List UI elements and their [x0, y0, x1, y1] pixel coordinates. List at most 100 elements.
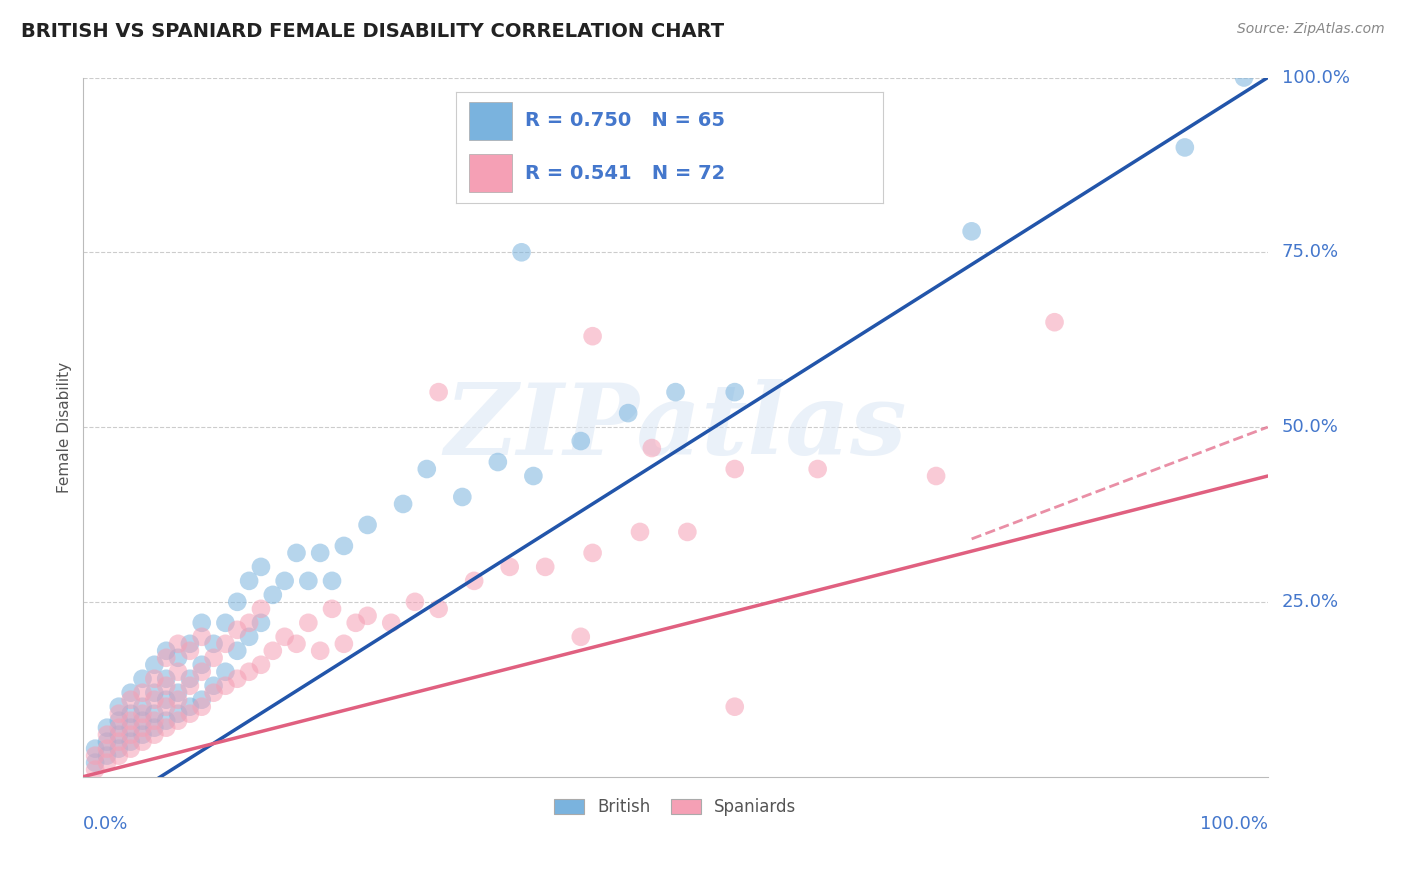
Point	[143, 728, 166, 742]
Point	[155, 672, 177, 686]
Point	[108, 706, 131, 721]
Point	[120, 721, 142, 735]
Point	[155, 650, 177, 665]
Point	[143, 686, 166, 700]
Point	[321, 602, 343, 616]
Point	[179, 679, 201, 693]
Point	[167, 714, 190, 728]
Point	[214, 679, 236, 693]
Point	[262, 588, 284, 602]
Point	[131, 672, 153, 686]
Point	[581, 329, 603, 343]
Point	[356, 608, 378, 623]
Point	[238, 630, 260, 644]
Point	[84, 741, 107, 756]
Point	[143, 714, 166, 728]
Point	[120, 692, 142, 706]
Text: 75.0%: 75.0%	[1282, 244, 1339, 261]
Point	[179, 699, 201, 714]
Point	[534, 560, 557, 574]
Point	[96, 734, 118, 748]
Point	[463, 574, 485, 588]
Point	[510, 245, 533, 260]
Point	[226, 595, 249, 609]
Point	[131, 728, 153, 742]
Text: BRITISH VS SPANIARD FEMALE DISABILITY CORRELATION CHART: BRITISH VS SPANIARD FEMALE DISABILITY CO…	[21, 22, 724, 41]
Point	[285, 546, 308, 560]
Text: 50.0%: 50.0%	[1282, 418, 1339, 436]
Point	[451, 490, 474, 504]
Point	[120, 741, 142, 756]
Point	[96, 748, 118, 763]
Point	[108, 728, 131, 742]
Point	[120, 686, 142, 700]
Point	[108, 714, 131, 728]
Point	[167, 650, 190, 665]
Point	[96, 756, 118, 770]
Point	[214, 637, 236, 651]
Point	[1174, 140, 1197, 154]
Point	[581, 546, 603, 560]
Point	[167, 706, 190, 721]
Point	[238, 665, 260, 679]
Point	[380, 615, 402, 630]
Point	[724, 385, 747, 400]
Point	[202, 650, 225, 665]
Point	[179, 672, 201, 686]
Point	[179, 637, 201, 651]
Point	[167, 692, 190, 706]
Point	[155, 714, 177, 728]
Point	[309, 546, 332, 560]
Point	[155, 644, 177, 658]
Point	[297, 615, 319, 630]
Point	[344, 615, 367, 630]
Point	[960, 224, 983, 238]
Point	[676, 524, 699, 539]
Point	[238, 615, 260, 630]
Text: 100.0%: 100.0%	[1199, 815, 1268, 833]
Point	[131, 699, 153, 714]
Point	[569, 630, 592, 644]
Point	[143, 706, 166, 721]
Point	[309, 644, 332, 658]
Point	[167, 686, 190, 700]
Point	[333, 539, 356, 553]
Point	[202, 686, 225, 700]
Point	[131, 714, 153, 728]
Point	[131, 706, 153, 721]
Point	[108, 741, 131, 756]
Point	[486, 455, 509, 469]
Point	[84, 748, 107, 763]
Point	[84, 756, 107, 770]
Point	[155, 699, 177, 714]
Text: 0.0%: 0.0%	[83, 815, 129, 833]
Text: 25.0%: 25.0%	[1282, 593, 1339, 611]
Point	[120, 714, 142, 728]
Point	[522, 469, 544, 483]
Point	[333, 637, 356, 651]
Point	[202, 679, 225, 693]
Point	[226, 672, 249, 686]
Point	[190, 630, 212, 644]
Y-axis label: Female Disability: Female Disability	[58, 361, 72, 492]
Point	[120, 734, 142, 748]
Point	[120, 706, 142, 721]
Point	[925, 469, 948, 483]
Point	[250, 657, 273, 672]
Point	[664, 385, 686, 400]
Point	[108, 699, 131, 714]
Point	[190, 657, 212, 672]
Point	[202, 637, 225, 651]
Point	[226, 623, 249, 637]
Point	[214, 615, 236, 630]
Point	[108, 734, 131, 748]
Point	[179, 644, 201, 658]
Point	[724, 462, 747, 476]
Point	[285, 637, 308, 651]
Point	[250, 615, 273, 630]
Point	[167, 665, 190, 679]
Point	[143, 672, 166, 686]
Point	[1233, 70, 1256, 85]
Point	[155, 679, 177, 693]
Text: 100.0%: 100.0%	[1282, 69, 1350, 87]
